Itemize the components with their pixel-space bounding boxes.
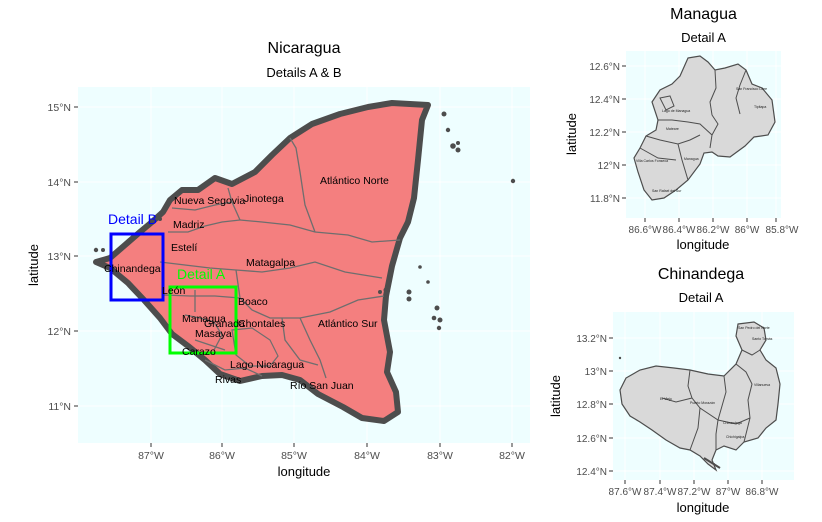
main-map-xlabel: longitude (278, 464, 331, 479)
region-label-rivas: Rivas (215, 374, 241, 386)
x-tick: 87°W (716, 487, 741, 498)
chinandega-department-shape (619, 321, 781, 472)
x-tick: 86°W (735, 225, 760, 236)
x-tick: 84°W (354, 450, 380, 462)
region-label-carazo: Carazo (182, 346, 216, 358)
y-tick: 12.4°N (576, 467, 607, 478)
region-label-atlantico-norte: Atlántico Norte (320, 175, 389, 187)
chinandega-label-santo-tomas: Santo Tomás (752, 337, 773, 341)
main-map-ylabel: latitude (26, 244, 41, 286)
chinandega-subtitle: Detail A (678, 290, 724, 305)
managua-title: Managua (670, 6, 737, 23)
region-label-boaco: Boaco (238, 296, 268, 308)
managua-boundaries (639, 69, 747, 181)
nicaragua-country-shape (93, 100, 431, 424)
region-label-lago-nicaragua: Lago Nicaragua (230, 359, 304, 371)
chinandega-xlabel: longitude (677, 500, 730, 515)
x-tick: 86.8°W (746, 487, 779, 498)
region-label-granada: Granada (204, 318, 245, 330)
region-label-atlantico-sur: Atlántico Sur (318, 318, 378, 330)
y-tick: 12.8°N (576, 400, 607, 411)
y-tick: 12.2°N (589, 128, 620, 139)
department-boundaries (159, 137, 401, 379)
region-label-chontales: Chontales (238, 318, 285, 330)
y-tick: 13.2°N (576, 334, 607, 345)
chinandega-label-villanueva: Villanueva (754, 383, 770, 387)
x-tick: 86.6°W (629, 225, 662, 236)
x-tick: 83°W (427, 450, 453, 462)
x-tick: 86.4°W (663, 225, 696, 236)
managua-subtitle: Detail A (681, 30, 726, 45)
managua-label-villa-carlos-fonseca: Villa Carlos Fonseca (636, 159, 668, 163)
region-label-leon: León (162, 285, 186, 297)
lago-nicaragua-outline (231, 327, 279, 367)
chinandega-map: San Pedro del Norte Santo Tomás Villanue… (548, 312, 794, 515)
region-label-esteli: Estelí (171, 242, 197, 254)
managua-label-san-francisco-libre: San Francisco Libre (736, 87, 767, 91)
main-map-y-ticks: 15°N 14°N 13°N 12°N 11°N (48, 102, 71, 413)
detail-a-label: Detail A (177, 266, 226, 282)
region-labels: Atlántico Norte Jinotega Nueva Segovia M… (104, 175, 389, 392)
x-tick: 85.8°W (766, 225, 799, 236)
main-map-subtitle: Details A & B (266, 65, 342, 80)
y-tick: 12°N (48, 326, 71, 338)
y-tick: 14°N (48, 177, 71, 189)
main-map-title: Nicaragua (267, 40, 341, 57)
x-tick: 86°W (209, 450, 235, 462)
islands (93, 111, 516, 331)
x-tick: 82°W (499, 450, 525, 462)
x-tick: 87.6°W (609, 487, 642, 498)
y-tick: 12.4°N (589, 95, 620, 106)
chinandega-label-san-pedro-del-norte: San Pedro del Norte (738, 326, 770, 330)
managua-label-lago-de-managua: Lago de Managua (662, 109, 690, 113)
chinandega-label-puerto-morazan: Puerto Morazán (690, 401, 715, 405)
y-tick: 13°N (48, 251, 71, 263)
managua-label-managua: Managua (684, 157, 699, 161)
y-tick: 11.8°N (590, 194, 620, 205)
region-label-matagalpa: Matagalpa (246, 257, 295, 269)
region-label-masaya: Masaya (195, 328, 232, 340)
detail-b-label: Detail B (108, 211, 157, 227)
region-label-nueva-segovia: Nueva Segovia (174, 195, 245, 207)
chinandega-label-chichigalpa: Chichigalpa (726, 435, 744, 439)
region-label-rio-san-juan: Río San Juan (290, 380, 354, 392)
main-map-x-ticks: 87°W 86°W 85°W 84°W 83°W 82°W (138, 450, 525, 462)
x-tick: 87.4°W (644, 487, 677, 498)
managua-map: San Francisco Libre Tipitapa Lago de Man… (564, 51, 799, 252)
region-label-madriz: Madriz (173, 219, 205, 231)
chinandega-boundaries (661, 349, 761, 451)
x-tick: 86.2°W (697, 225, 730, 236)
chinandega-title: Chinandega (657, 266, 745, 283)
region-label-chinandega: Chinandega (104, 263, 161, 275)
chinandega-label-el-viejo: El Viejo (660, 397, 672, 401)
y-tick: 12°N (598, 161, 620, 172)
chinandega-label-chinandega: Chinandega (723, 421, 742, 425)
managua-label-san-rafael-del-sur: San Rafael del Sur (652, 189, 682, 193)
y-tick: 13°N (585, 367, 607, 378)
y-tick: 12.6°N (589, 62, 620, 73)
y-tick: 15°N (48, 102, 71, 114)
managua-xlabel: longitude (677, 237, 730, 252)
managua-label-mateare: Mateare (666, 127, 679, 131)
x-tick: 87°W (138, 450, 164, 462)
detail-b-box (109, 232, 165, 302)
y-tick: 12.6°N (576, 434, 607, 445)
region-label-managua: Managua (182, 313, 226, 325)
region-label-jinotega: Jinotega (244, 193, 284, 205)
managua-ylabel: latitude (564, 113, 579, 155)
x-tick: 87.2°W (678, 487, 711, 498)
detail-a-box (168, 285, 238, 355)
managua-label-tipitapa: Tipitapa (754, 105, 766, 109)
y-tick: 11°N (48, 401, 71, 413)
chinandega-ylabel: latitude (548, 375, 563, 417)
x-tick: 85°W (281, 450, 307, 462)
